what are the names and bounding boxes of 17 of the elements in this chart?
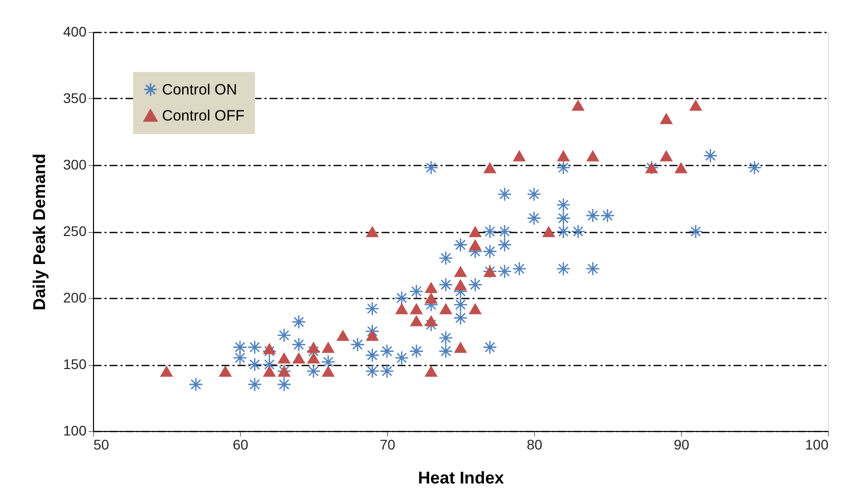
x-tick-label: 90: [674, 436, 690, 452]
x-tick-label: 60: [232, 436, 248, 452]
legend-label: Control OFF: [162, 108, 245, 124]
x-axis-title: Heat Index: [418, 468, 505, 488]
y-tick-label: 400: [63, 24, 87, 40]
legend-label: Control ON: [162, 82, 238, 98]
y-axis-title: Daily Peak Demand: [30, 154, 50, 310]
x-tick-label: 50: [94, 436, 110, 452]
y-tick-label: 100: [63, 422, 87, 438]
y-tick-label: 350: [63, 90, 87, 106]
x-tick-label: 70: [380, 436, 396, 452]
y-tick-label: 300: [63, 156, 87, 172]
y-tick-label: 250: [63, 223, 87, 239]
y-tick-label: 200: [63, 290, 87, 306]
x-tick-label: 80: [526, 436, 542, 452]
y-tick-label: 150: [63, 356, 87, 372]
x-tick-label: 100: [805, 436, 829, 452]
